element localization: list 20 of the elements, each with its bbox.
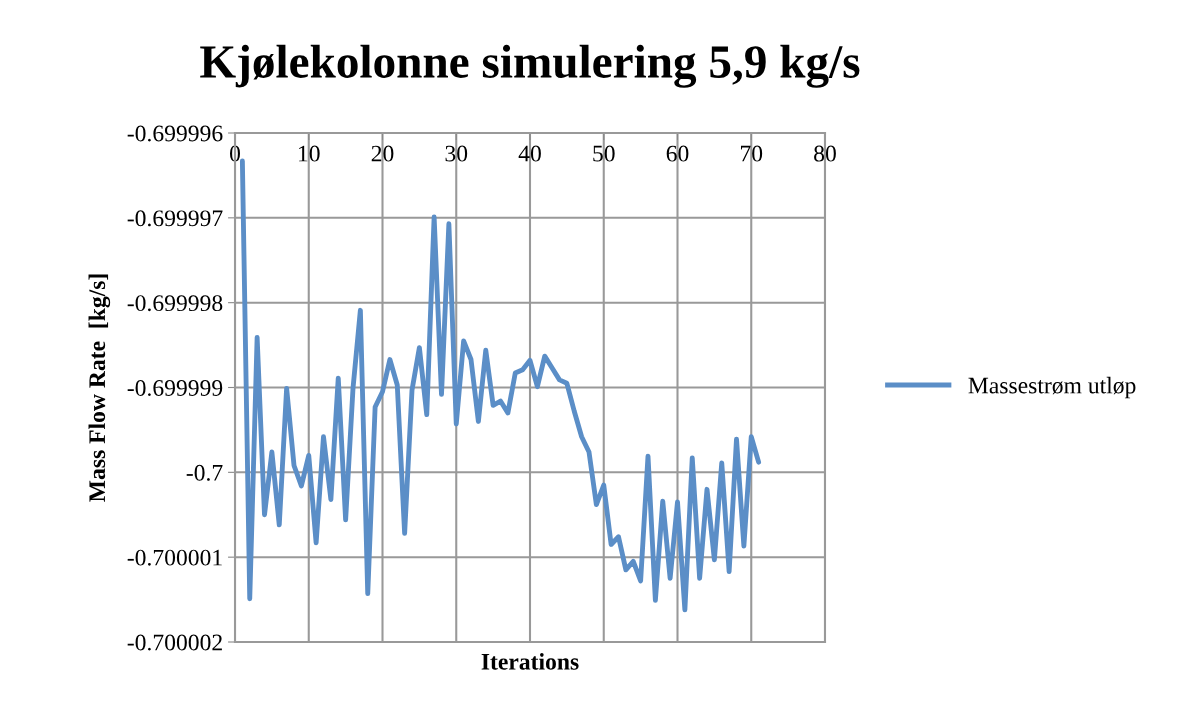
legend-label: Massestrøm utløp <box>968 376 1136 399</box>
x-axis-title: Iterations <box>481 653 579 670</box>
x-tick-label: 10 <box>299 145 320 162</box>
y-tick-label: -0.699996 <box>127 125 223 142</box>
chart-title: Kjølekolonne simulering 5,9 kg/s <box>200 44 860 88</box>
y-tick-label: -0.699999 <box>127 379 223 397</box>
x-tick-label: 80 <box>814 145 836 162</box>
x-tick-label: 40 <box>518 145 541 162</box>
x-tick-label: 60 <box>666 145 689 162</box>
y-axis-title: Mass Flow Rate [kg/s] <box>88 274 111 502</box>
y-tick-label: -0.7 <box>186 464 223 481</box>
x-tick-label: 0 <box>230 145 240 162</box>
y-tick-label: -0.699998 <box>127 295 223 312</box>
x-tick-label: 70 <box>741 145 763 162</box>
y-tick-label: -0.700001 <box>127 549 222 566</box>
x-tick-label: 20 <box>371 145 394 162</box>
x-tick-label: 50 <box>593 145 615 162</box>
y-tick-label: -0.700002 <box>127 634 222 651</box>
x-tick-label: 30 <box>445 145 468 162</box>
y-tick-label: -0.699997 <box>127 210 223 227</box>
